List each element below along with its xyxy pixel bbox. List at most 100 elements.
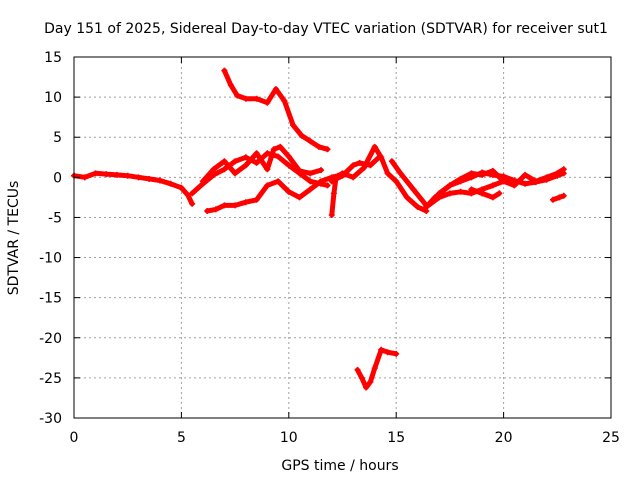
y-tick-label: -20 bbox=[39, 331, 62, 347]
data-point bbox=[318, 178, 325, 185]
x-tick-label: 0 bbox=[70, 430, 79, 446]
data-point bbox=[307, 186, 314, 193]
plot-frame bbox=[73, 56, 612, 419]
data-point bbox=[81, 174, 88, 181]
data-point bbox=[457, 175, 464, 182]
data-point bbox=[189, 190, 196, 197]
data-point bbox=[511, 182, 518, 189]
y-tick-label: 15 bbox=[44, 50, 62, 66]
data-point bbox=[496, 190, 503, 197]
data-point bbox=[403, 194, 410, 201]
data-point bbox=[242, 199, 249, 206]
data-series bbox=[71, 67, 567, 391]
y-tick-label: -5 bbox=[48, 210, 62, 226]
data-point bbox=[242, 162, 249, 169]
data-point bbox=[221, 202, 228, 209]
data-point bbox=[367, 378, 374, 385]
data-point bbox=[468, 186, 475, 193]
data-point bbox=[328, 178, 335, 185]
data-point bbox=[167, 180, 174, 187]
axis-ticks: 0 5 10 15 20 25 15 10 5 0 -5 -10 -15 -20 -25 -30 bbox=[39, 50, 620, 446]
data-point bbox=[232, 158, 239, 165]
data-point bbox=[446, 190, 453, 197]
data-point bbox=[358, 374, 365, 381]
data-point bbox=[318, 167, 325, 174]
data-point bbox=[414, 204, 421, 211]
data-point bbox=[522, 171, 529, 178]
data-point bbox=[189, 200, 196, 207]
data-point bbox=[356, 159, 363, 166]
data-point bbox=[92, 170, 99, 177]
data-point bbox=[275, 178, 282, 185]
y-tick-label: 0 bbox=[53, 170, 62, 186]
data-point bbox=[489, 194, 496, 201]
x-tick-label: 15 bbox=[387, 430, 405, 446]
data-point bbox=[178, 184, 185, 191]
data-point bbox=[425, 202, 432, 209]
data-point bbox=[324, 182, 331, 189]
data-point bbox=[221, 67, 228, 74]
data-point bbox=[393, 178, 400, 185]
data-point bbox=[135, 174, 142, 181]
data-point bbox=[543, 174, 550, 181]
data-point bbox=[232, 202, 239, 209]
series-arc-g bbox=[389, 158, 429, 208]
data-point bbox=[212, 206, 219, 213]
data-point bbox=[285, 153, 292, 160]
data-point bbox=[253, 95, 260, 102]
data-point bbox=[285, 162, 292, 169]
data-point bbox=[199, 178, 206, 185]
data-point bbox=[330, 190, 337, 197]
data-point bbox=[489, 182, 496, 189]
data-point bbox=[489, 167, 496, 174]
x-tick-label: 5 bbox=[177, 430, 186, 446]
data-point bbox=[264, 166, 271, 173]
data-point bbox=[393, 350, 400, 357]
data-point bbox=[184, 191, 191, 198]
data-point bbox=[384, 170, 391, 177]
data-point bbox=[500, 178, 507, 185]
y-tick-label: 5 bbox=[53, 130, 62, 146]
data-point bbox=[298, 132, 305, 139]
data-point bbox=[522, 180, 529, 187]
data-point bbox=[124, 172, 131, 179]
data-point bbox=[384, 349, 391, 356]
data-point bbox=[560, 192, 567, 199]
data-point bbox=[270, 146, 277, 153]
data-point bbox=[221, 158, 228, 165]
chart-title: Day 151 of 2025, Sidereal Day-to-day VTE… bbox=[44, 21, 608, 37]
data-point bbox=[113, 171, 120, 178]
data-point bbox=[204, 208, 211, 215]
data-point bbox=[376, 154, 383, 161]
data-point bbox=[296, 167, 303, 174]
data-point bbox=[532, 178, 539, 185]
data-point bbox=[290, 122, 297, 129]
data-point bbox=[253, 150, 260, 157]
data-point bbox=[339, 172, 346, 179]
data-point bbox=[363, 384, 370, 391]
data-point bbox=[234, 92, 241, 99]
series-arc-f bbox=[329, 154, 382, 184]
data-point bbox=[253, 196, 260, 203]
data-point bbox=[554, 170, 561, 177]
data-point bbox=[436, 190, 443, 197]
data-point bbox=[227, 82, 234, 89]
y-tick-label: -30 bbox=[39, 411, 62, 427]
x-tick-label: 20 bbox=[495, 430, 513, 446]
x-tick-label: 25 bbox=[602, 430, 620, 446]
data-point bbox=[275, 153, 282, 160]
data-point bbox=[328, 212, 335, 219]
data-point bbox=[281, 98, 288, 105]
data-point bbox=[156, 177, 163, 184]
data-point bbox=[446, 182, 453, 189]
data-point bbox=[371, 143, 378, 150]
data-point bbox=[307, 170, 314, 177]
data-point bbox=[324, 146, 331, 153]
data-point bbox=[264, 150, 271, 157]
y-tick-label: -15 bbox=[39, 291, 62, 307]
data-point bbox=[307, 178, 314, 185]
data-point bbox=[307, 138, 314, 145]
data-point bbox=[242, 95, 249, 102]
data-point bbox=[350, 174, 357, 181]
